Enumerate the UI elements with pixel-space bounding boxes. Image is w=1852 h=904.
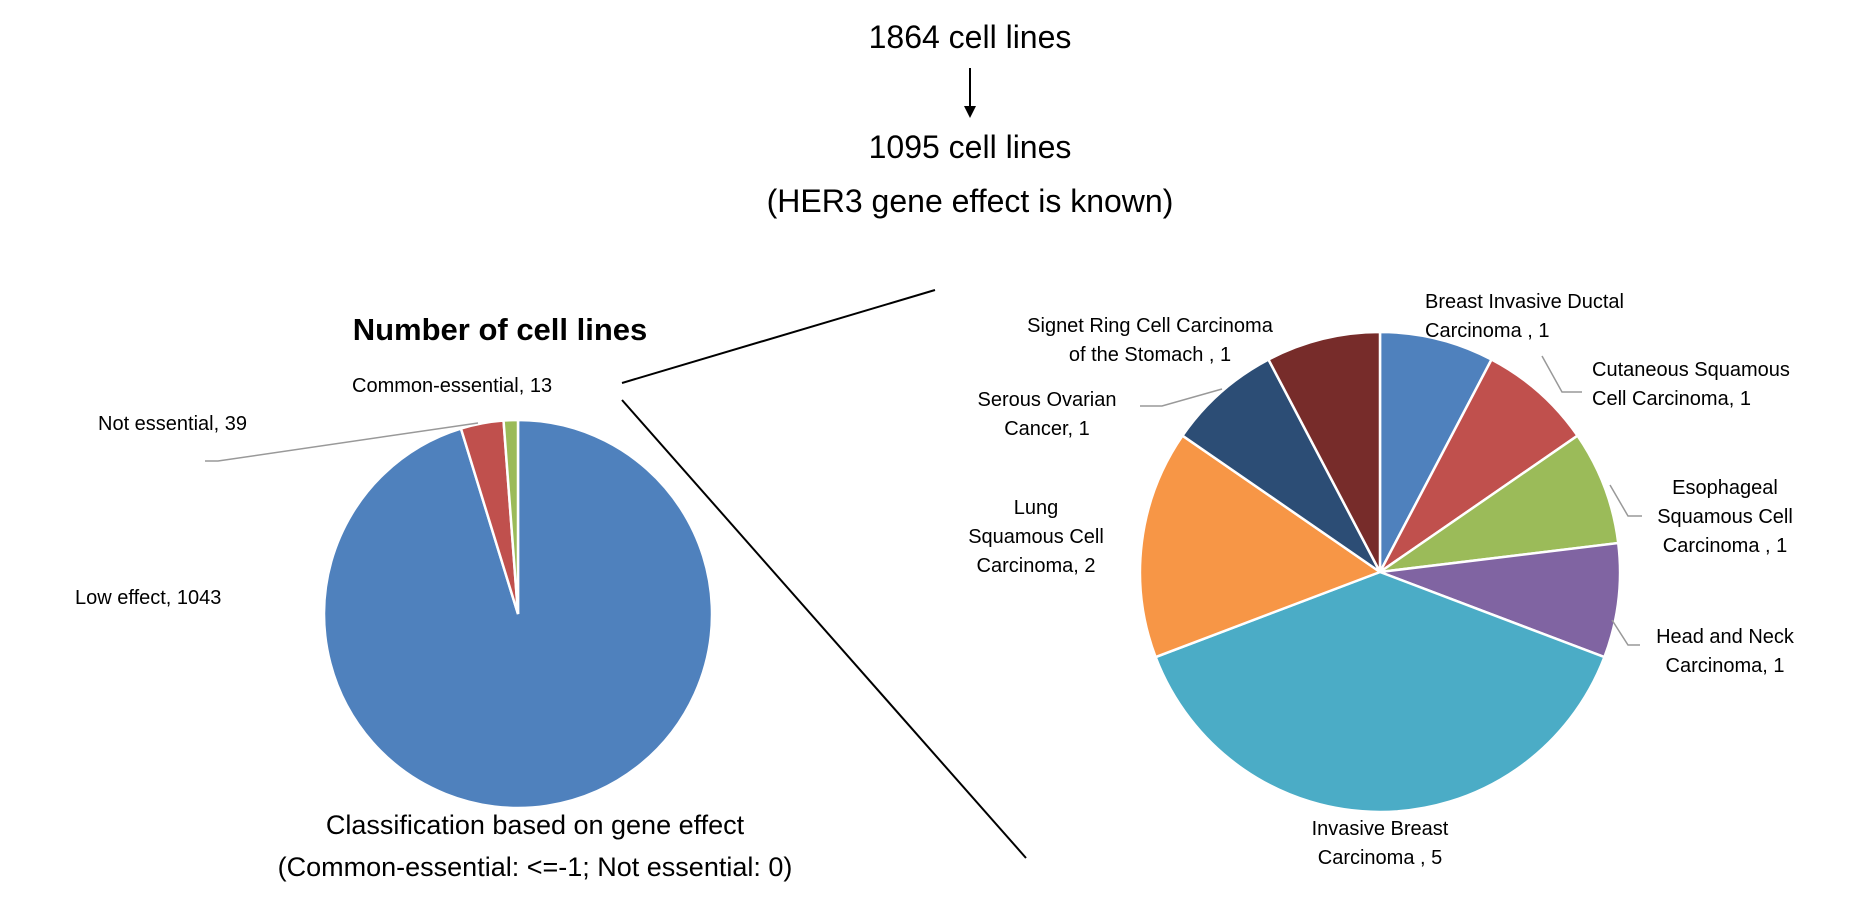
right-pie-leader-esophageal xyxy=(1609,484,1642,517)
right-pie-label-serous-ovarian-cancer: Serous Ovarian Cancer, 1 xyxy=(978,389,1117,440)
right-pie-leader-serous xyxy=(1140,388,1223,407)
right-pie-label-esophageal-squamous-cell-carcinoma: Esophageal Squamous Cell Carcinoma , 1 xyxy=(1657,477,1793,557)
right-pie-slice-signet-ring-cell-carcinoma-of-the-stomach xyxy=(1266,330,1382,573)
left-pie-title: Number of cell lines xyxy=(353,312,648,347)
right-pie-leader-head-neck xyxy=(1611,619,1640,646)
right-pie-slice-lung-squamous-cell-carcinoma xyxy=(1138,433,1383,659)
right-pie-label-lung-squamous-cell-carcinoma: Lung Squamous Cell Carcinoma, 2 xyxy=(968,497,1104,577)
connector-line-bottom xyxy=(621,399,1027,859)
total-cell-lines-label: 1864 cell lines xyxy=(869,19,1072,55)
right-pie-label-invasive-breast-carcinoma: Invasive Breast Carcinoma , 5 xyxy=(1312,818,1449,869)
right-pie-slice-head-and-neck-carcinoma xyxy=(1379,541,1622,659)
filtered-cell-lines-label: 1095 cell lines xyxy=(869,129,1072,165)
right-pie-slice-esophageal-squamous-cell-carcinoma xyxy=(1379,433,1620,574)
left-pie-label-low-effect: Low effect, 1043 xyxy=(75,587,221,609)
right-pie-slice-cutaneous-squamous-cell-carcinoma xyxy=(1378,357,1580,574)
left-pie-label-common-essential: Common-essential, 13 xyxy=(352,375,552,397)
left-pie-labels: Low effect, 1043 Not essential, 39 Common-… xyxy=(75,375,552,609)
down-arrow-icon xyxy=(964,68,976,118)
left-pie-caption-line2: (Common-essential: <=-1; Not essential: … xyxy=(278,852,793,882)
right-pie-slice-breast-invasive-ductal-carcinoma xyxy=(1378,330,1494,573)
left-pie-slice-common-essential xyxy=(502,418,520,615)
right-pie-labels: Breast Invasive Ductal Carcinoma , 1 Cutan… xyxy=(968,291,1795,869)
right-pie-label-head-and-neck-carcinoma: Head and Neck Carcinoma, 1 xyxy=(1656,626,1795,677)
right-pie-slice-invasive-breast-carcinoma xyxy=(1153,570,1607,814)
right-pie-chart xyxy=(1138,330,1622,814)
right-pie-slice-serous-ovarian-cancer xyxy=(1180,357,1382,574)
connector-line-top xyxy=(621,289,936,384)
left-pie-label-not-essential: Not essential, 39 xyxy=(98,413,247,435)
filter-criterion-label: (HER3 gene effect is known) xyxy=(767,183,1174,219)
left-pie-caption-line1: Classification based on gene effect xyxy=(326,810,745,840)
left-pie-chart xyxy=(322,418,714,810)
right-pie-label-breast-invasive-ductal-carcinoma: Breast Invasive Ductal Carcinoma , 1 xyxy=(1425,291,1624,342)
right-pie-label-signet-ring-cell-carcinoma-of-the-stomach: Signet Ring Cell Carcinoma of the Stomach… xyxy=(1027,315,1274,366)
right-pie-label-cutaneous-squamous-cell-carcinoma: Cutaneous Squamous Cell Carcinoma, 1 xyxy=(1592,359,1790,410)
right-pie-leader-cutaneous xyxy=(1541,355,1582,393)
left-pie-leader-not-essential xyxy=(205,422,479,462)
